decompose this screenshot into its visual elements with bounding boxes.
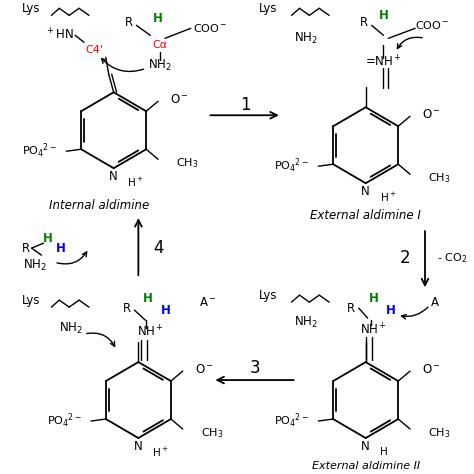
Text: - CO$_2$: - CO$_2$	[437, 251, 467, 265]
Text: H$^+$: H$^+$	[380, 191, 396, 204]
Text: Lys: Lys	[22, 293, 40, 307]
Text: A$^-$: A$^-$	[199, 296, 217, 309]
Text: N: N	[361, 439, 370, 453]
Text: NH$_2$: NH$_2$	[59, 320, 83, 336]
Text: CH$_3$: CH$_3$	[201, 426, 223, 440]
Text: External aldimine II: External aldimine II	[311, 461, 420, 471]
Text: PO$_4$$^{2-}$: PO$_4$$^{2-}$	[47, 412, 82, 430]
Text: O$^-$: O$^-$	[422, 363, 441, 375]
Text: CH$_3$: CH$_3$	[428, 171, 450, 185]
Text: H: H	[385, 304, 395, 317]
Text: H: H	[56, 242, 66, 255]
Text: CH$_3$: CH$_3$	[428, 426, 450, 440]
Text: A: A	[431, 296, 439, 309]
Text: H: H	[143, 292, 153, 305]
Text: Lys: Lys	[259, 289, 277, 301]
Text: NH$_2$: NH$_2$	[294, 315, 319, 329]
Text: CH$_3$: CH$_3$	[176, 156, 198, 170]
Text: PO$_4$$^{2-}$: PO$_4$$^{2-}$	[22, 142, 57, 160]
Text: Lys: Lys	[259, 2, 277, 15]
Text: 3: 3	[250, 359, 260, 377]
Text: NH$_2$: NH$_2$	[148, 58, 172, 73]
Text: H$^+$: H$^+$	[128, 176, 144, 189]
Text: 4: 4	[153, 239, 164, 257]
Text: H: H	[161, 304, 171, 317]
Text: H$^+$: H$^+$	[152, 446, 169, 458]
Text: R: R	[122, 301, 130, 315]
Text: NH$_2$: NH$_2$	[294, 31, 319, 46]
Text: R: R	[124, 16, 133, 29]
Text: H: H	[153, 12, 163, 25]
Text: =NH$^+$: =NH$^+$	[365, 55, 402, 70]
Text: COO$^-$: COO$^-$	[193, 22, 227, 34]
Text: C4': C4'	[85, 46, 103, 55]
Text: NH$_2$: NH$_2$	[23, 257, 46, 273]
Text: COO$^-$: COO$^-$	[415, 19, 450, 31]
Text: 2: 2	[400, 249, 410, 267]
Text: N: N	[134, 439, 143, 453]
Text: O$^-$: O$^-$	[195, 363, 214, 375]
Text: N: N	[361, 185, 370, 198]
Text: Internal aldimine: Internal aldimine	[49, 199, 149, 212]
Text: NH$^+$: NH$^+$	[360, 322, 387, 338]
Text: H: H	[380, 447, 387, 457]
Text: NH$^+$: NH$^+$	[137, 324, 164, 340]
Text: R: R	[360, 16, 368, 29]
Text: Cα: Cα	[153, 40, 168, 50]
Text: PO$_4$$^{2-}$: PO$_4$$^{2-}$	[274, 412, 309, 430]
Text: H: H	[379, 9, 388, 22]
Text: R: R	[347, 301, 355, 315]
Text: O$^-$: O$^-$	[170, 93, 189, 106]
Text: 1: 1	[240, 96, 250, 114]
Text: PO$_4$$^{2-}$: PO$_4$$^{2-}$	[274, 157, 309, 175]
Text: H: H	[43, 232, 53, 245]
Text: $^+$HN: $^+$HN	[45, 27, 74, 43]
Text: Lys: Lys	[22, 2, 40, 15]
Text: O$^-$: O$^-$	[422, 108, 441, 121]
Text: R: R	[22, 242, 30, 255]
Text: N: N	[109, 170, 118, 182]
Text: H: H	[369, 292, 379, 305]
Text: External aldimine I: External aldimine I	[310, 209, 421, 222]
